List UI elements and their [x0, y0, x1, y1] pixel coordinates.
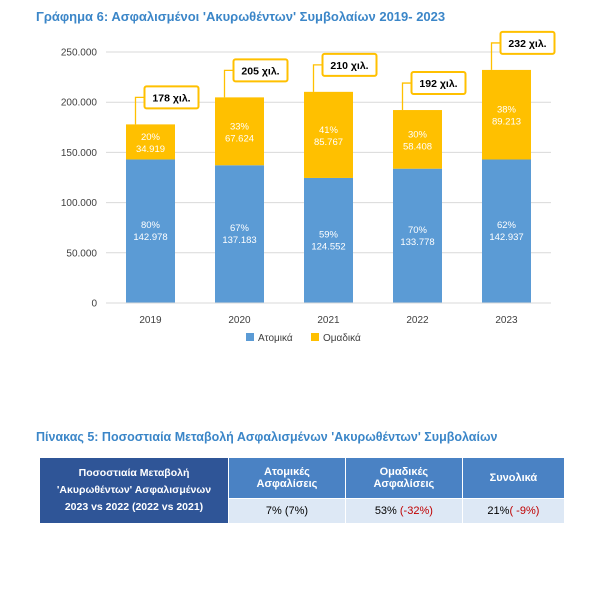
cell-total-current: 21% — [487, 505, 510, 517]
callout-leader — [401, 82, 412, 111]
legend-swatch-group — [311, 333, 319, 341]
cell-group: 53% (-32%) — [344, 498, 463, 524]
callout-leader — [312, 64, 323, 92]
row-header-line2: 'Ακυρωθέντων' Ασφαλισμένων — [56, 484, 212, 496]
bar-group — [215, 97, 264, 166]
bar-individual — [304, 177, 353, 303]
bar-group — [126, 124, 175, 160]
cell-individual: 7% (7%) — [228, 498, 346, 524]
data-label-individual-pct: 70% — [408, 225, 428, 236]
y-tick-label: 250.000 — [61, 48, 98, 59]
cell-group-previous: (-32%) — [399, 505, 433, 517]
data-label-individual-pct: 80% — [141, 220, 161, 231]
column-header-group-line2: Ασφαλίσεις — [373, 478, 435, 490]
data-label-individual-value: 133.778 — [400, 237, 434, 248]
total-callout-box — [410, 71, 467, 96]
data-label-group-pct: 41% — [319, 125, 339, 136]
y-tick-label: 150.000 — [61, 148, 98, 159]
column-header-individual: Ατομικές Ασφαλίσεις — [228, 457, 346, 499]
total-label: 205 χιλ. — [241, 65, 279, 77]
y-tick-label: 50.000 — [66, 248, 97, 259]
legend-swatch-individual — [246, 333, 254, 341]
table-row: 7% (7%) 53% (-32%) 21%( -9%) — [40, 498, 566, 524]
y-tick-label: 0 — [91, 299, 97, 310]
total-label: 210 χιλ. — [330, 60, 368, 72]
bar-group — [393, 110, 442, 169]
x-tick-label: 2020 — [228, 315, 251, 326]
total-callout-box — [143, 85, 200, 110]
bar-individual — [126, 159, 175, 303]
data-label-individual-value: 124.552 — [311, 241, 345, 252]
total-label: 178 χιλ. — [152, 92, 190, 104]
data-label-individual-value: 142.937 — [489, 232, 523, 243]
data-label-group-value: 85.767 — [314, 137, 343, 148]
data-label-group-value: 34.919 — [136, 144, 165, 155]
column-header-total: Συνολικά — [461, 457, 566, 499]
cell-total-previous: ( -9%) — [509, 505, 540, 517]
legend-label-group: Ομαδικά — [323, 332, 361, 344]
data-label-group-value: 89.213 — [492, 117, 521, 128]
data-label-group-pct: 20% — [141, 132, 161, 143]
callout-leader — [490, 42, 501, 70]
data-label-individual-pct: 62% — [497, 220, 517, 231]
bar-individual — [482, 159, 531, 303]
cell-total: 21%( -9%) — [461, 498, 566, 524]
column-header-group-line1: Ομαδικές — [379, 466, 429, 478]
column-header-individual-line2: Ασφαλίσεις — [256, 478, 318, 490]
data-label-group-pct: 38% — [497, 105, 517, 116]
x-tick-label: 2021 — [317, 315, 340, 326]
table-title: Πίνακας 5: Ποσοστιαία Μεταβολή Ασφαλισμέ… — [36, 430, 498, 444]
x-tick-label: 2023 — [495, 315, 518, 326]
data-label-individual-value: 137.183 — [222, 235, 256, 246]
y-tick-label: 200.000 — [61, 98, 98, 109]
data-label-group-value: 67.624 — [225, 133, 254, 144]
y-tick-label: 100.000 — [61, 198, 98, 209]
row-header-line1: Ποσοστιαία Μεταβολή — [78, 467, 190, 479]
bar-individual — [215, 165, 264, 303]
cell-group-current: 53% — [374, 505, 400, 517]
stacked-bar-chart: 050.000100.000150.000200.000250.00080%14… — [61, 30, 556, 344]
data-label-individual-pct: 59% — [319, 229, 339, 240]
legend-label-individual: Ατομικά — [258, 332, 293, 344]
bar-group — [304, 91, 353, 178]
column-header-group: Ομαδικές Ασφαλίσεις — [344, 457, 463, 499]
column-header-individual-line1: Ατομικές — [264, 466, 310, 478]
bar-individual — [393, 168, 442, 303]
table-row: Ποσοστιαία Μεταβολή 'Ακυρωθέντων' Ασφαλι… — [39, 457, 566, 524]
total-label: 192 χιλ. — [419, 78, 457, 90]
total-callout-box — [321, 52, 378, 77]
data-label-group-value: 58.408 — [403, 141, 432, 152]
callout-leader — [223, 69, 234, 98]
callout-leader — [134, 96, 145, 125]
row-header: Ποσοστιαία Μεταβολή 'Ακυρωθέντων' Ασφαλι… — [39, 457, 229, 524]
row-header-line3: 2023 vs 2022 (2022 vs 2021) — [64, 501, 204, 513]
data-label-individual-pct: 67% — [230, 223, 250, 234]
chart-title: Γράφημα 6: Ασφαλισμένοι 'Ακυρωθέντων' Συ… — [36, 9, 446, 24]
total-label: 232 χιλ. — [508, 38, 546, 50]
data-label-group-pct: 33% — [230, 121, 250, 132]
total-callout-box — [499, 30, 556, 55]
x-tick-label: 2019 — [139, 315, 162, 326]
change-table: Ποσοστιαία Μεταβολή 'Ακυρωθέντων' Ασφαλι… — [39, 457, 566, 524]
data-label-group-pct: 30% — [408, 129, 428, 140]
x-tick-label: 2022 — [406, 315, 429, 326]
bar-group — [482, 69, 531, 160]
total-callout-box — [232, 58, 289, 83]
data-label-individual-value: 142.978 — [133, 232, 167, 243]
